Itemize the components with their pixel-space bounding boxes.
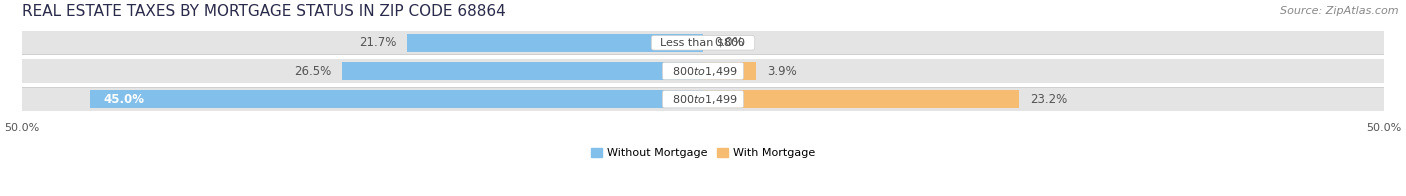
Text: 0.0%: 0.0%	[714, 36, 744, 49]
Bar	[21, 59, 1385, 83]
Bar	[21, 31, 1385, 54]
Text: $800 to $1,499: $800 to $1,499	[665, 93, 741, 106]
Bar	[408, 34, 703, 52]
Text: 26.5%: 26.5%	[294, 64, 330, 77]
Bar	[703, 62, 756, 80]
Text: 23.2%: 23.2%	[1031, 93, 1067, 106]
Bar	[21, 87, 1385, 112]
Bar	[90, 90, 703, 108]
Text: Less than $800: Less than $800	[654, 38, 752, 48]
Text: 45.0%: 45.0%	[104, 93, 145, 106]
Text: $800 to $1,499: $800 to $1,499	[665, 64, 741, 77]
Text: Source: ZipAtlas.com: Source: ZipAtlas.com	[1281, 6, 1399, 16]
Legend: Without Mortgage, With Mortgage: Without Mortgage, With Mortgage	[586, 143, 820, 162]
Bar	[21, 88, 1385, 111]
Text: 21.7%: 21.7%	[359, 36, 396, 49]
Bar	[342, 62, 703, 80]
Bar	[703, 90, 1019, 108]
Text: REAL ESTATE TAXES BY MORTGAGE STATUS IN ZIP CODE 68864: REAL ESTATE TAXES BY MORTGAGE STATUS IN …	[21, 4, 506, 19]
Bar	[21, 31, 1385, 55]
Bar	[21, 59, 1385, 83]
Text: 3.9%: 3.9%	[768, 64, 797, 77]
